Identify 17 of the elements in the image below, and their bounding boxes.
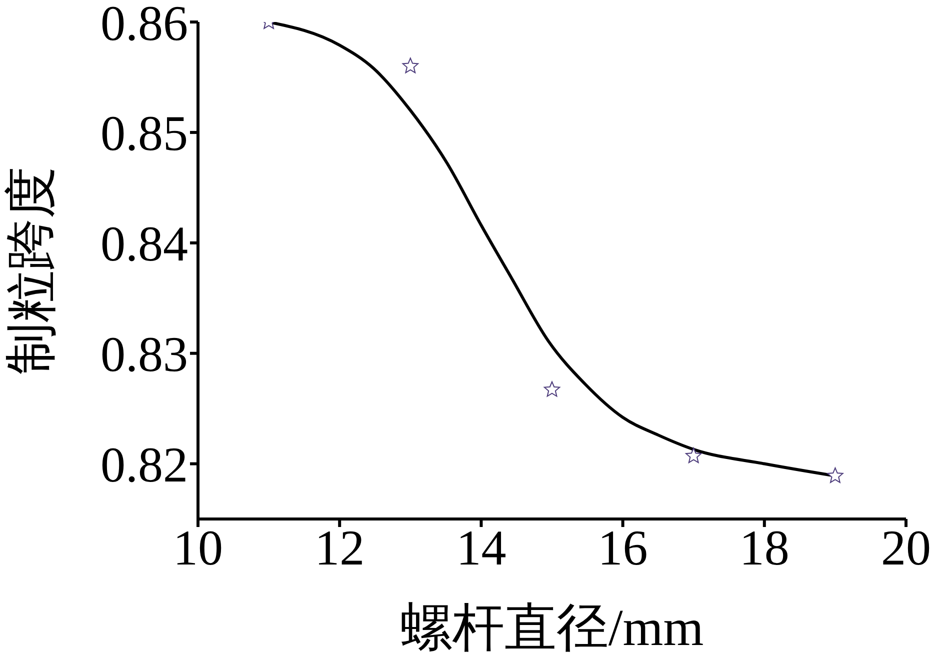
y-tick-label: 0.86: [100, 0, 188, 51]
x-tick-label: 18: [739, 520, 790, 576]
x-tick-label: 10: [173, 520, 223, 576]
point: [827, 467, 844, 483]
y-tick-label: 0.83: [100, 326, 188, 382]
point: [402, 58, 419, 74]
x-tick-label: 12: [314, 520, 365, 576]
y-tick-label: 0.84: [100, 216, 188, 272]
x-tick-label: 20: [881, 520, 931, 576]
y-tick-label: 0.82: [100, 436, 188, 493]
y-tick-label: 0.85: [100, 105, 188, 162]
x-axis-title: 螺杆直径/mm: [400, 600, 704, 653]
x-tick-label: 16: [598, 520, 648, 576]
y-axis-title: 制粒跨度: [3, 166, 60, 374]
point: [685, 448, 702, 464]
point: [544, 381, 560, 397]
x-tick-label: 14: [456, 520, 506, 576]
